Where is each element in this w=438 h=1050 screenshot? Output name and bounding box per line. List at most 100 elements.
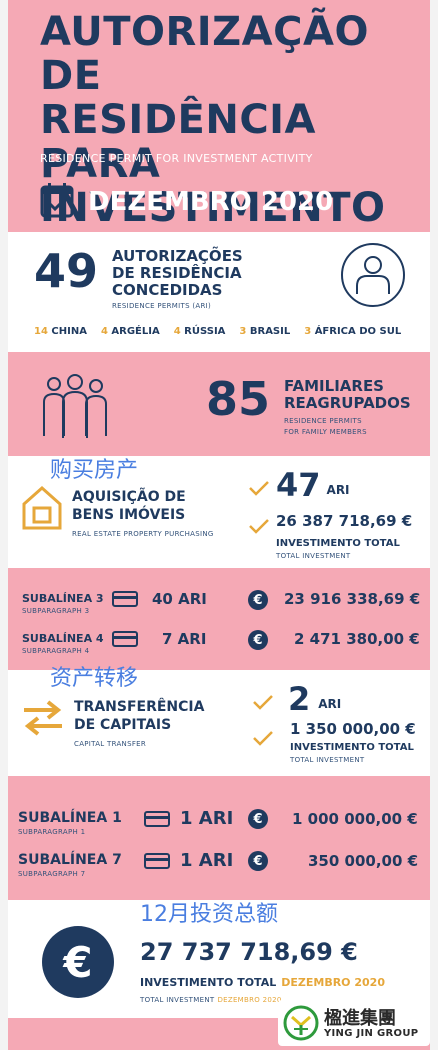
capital-amount: 1 350 000,00 € [290,720,416,738]
family-label-line-1: FAMILIARES [284,377,384,395]
family-icon [40,372,110,444]
total-label: INVESTIMENTO TOTAL [140,976,277,989]
real-estate-chinese-note: 购买房产 [50,458,139,483]
checkmark-icon [252,694,274,714]
page-title: AUTORIZAÇÃO DE RESIDÊNCIA PARA INVESTIME… [40,10,420,230]
real-estate-label: AQUISIÇÃO DE BENS IMÓVEIS [72,488,186,524]
subparagraph-sub: SUBPARAGRAPH 3 [22,607,90,615]
family-label-line-2: REAGRUPADOS [284,394,411,412]
yingjin-logo-icon [283,1005,319,1045]
total-amount: 27 737 718,69 € [140,938,358,966]
real-estate-ari: 47 ARI [276,466,350,504]
capital-amount-label: INVESTIMENTO TOTAL [290,742,414,753]
subparagraph-label: SUBALÍNEA 4 [22,632,104,645]
total-sub-date: DEZEMBRO 2020 [217,996,282,1004]
permits-count: 49 [34,244,99,298]
country-item: 14 CHINA [34,326,87,337]
subparagraph-ari: 7 ARI [162,630,207,648]
card-icon [112,591,138,607]
capital-sub: CAPITAL TRANSFER [74,740,147,748]
total-label-row: INVESTIMENTO TOTAL DEZEMBRO 2020 [140,976,385,989]
real-estate-ari-count: 47 [276,466,321,504]
capital-ari-unit: ARI [318,697,342,711]
total-sub: TOTAL INVESTMENT [140,996,215,1004]
capital-chinese-note: 资产转移 [50,666,139,691]
subparagraph-amount: 350 000,00 € [308,852,419,870]
calendar-icon [40,182,74,222]
title-line-2: RESIDÊNCIA PARA [40,97,317,187]
subparagraph-label: SUBALÍNEA 7 [18,852,122,868]
family-sub-line-2: FOR FAMILY MEMBERS [284,428,367,436]
real-estate-ari-unit: ARI [326,483,350,497]
permits-label-line-3: CONCEDIDAS [112,281,223,299]
house-icon [20,484,64,534]
subparagraph-ari: 40 ARI [152,590,207,608]
permits-label-line-1: AUTORIZAÇÕES [112,247,243,265]
subparagraph-label: SUBALÍNEA 1 [18,810,122,826]
transfer-arrows-icon [22,700,64,740]
subparagraph-amount: 2 471 380,00 € [294,630,420,648]
page-subtitle: RESIDENCE PERMIT FOR INVESTMENT ACTIVITY [40,152,313,165]
capital-label: TRANSFERÊNCIA DE CAPITAIS [74,698,204,734]
permits-label: AUTORIZAÇÕES DE RESIDÊNCIA CONCEDIDAS [112,248,243,299]
country-item: 4 ARGÉLIA [100,326,160,337]
subparagraph-ari: 1 ARI [180,808,234,829]
capital-label-line-1: TRANSFERÊNCIA [74,699,205,715]
card-icon [144,853,170,869]
real-estate-band [8,456,430,568]
total-sub-row: TOTAL INVESTMENT DEZEMBRO 2020 [140,996,282,1004]
subparagraphs-b-band [8,776,430,900]
total-label-date: DEZEMBRO 2020 [281,976,385,989]
person-icon [340,242,406,312]
checkmark-icon [248,480,270,500]
subparagraph-amount: 23 916 338,69 € [284,590,421,608]
capital-label-line-2: DE CAPITAIS [74,717,172,733]
family-band [8,352,430,456]
euro-large-icon: € [42,926,114,998]
title-line-3: INVESTIMENTO [40,185,386,231]
capital-ari-count: 2 [288,680,311,718]
subparagraph-amount: 1 000 000,00 € [292,810,418,828]
total-chinese-note: 12月投资总额 [140,902,278,927]
real-estate-label-line-2: BENS IMÓVEIS [72,507,186,523]
permits-band [8,232,430,352]
euro-icon: € [248,809,268,829]
subparagraphs-a-band [8,568,430,670]
capital-band [8,670,430,776]
logo-name-cn: 楹進集團 [324,1008,396,1029]
title-line-1: AUTORIZAÇÃO DE [40,9,369,99]
date-row: DEZEMBRO 2020 [40,182,333,222]
country-item: 4 RÚSSIA [173,326,226,337]
countries-row: 14 CHINA 4 ARGÉLIA 4 RÚSSIA 3 BRASIL 3 Á… [34,326,401,337]
header-band [8,0,430,232]
capital-ari: 2 ARI [288,680,341,718]
family-sub-line-1: RESIDENCE PERMITS [284,417,362,425]
subparagraph-ari: 1 ARI [180,850,234,871]
permits-sub: RESIDENCE PERMITS (ARI) [112,302,212,310]
real-estate-amount: 26 387 718,69 € [276,512,413,530]
capital-amount-sub: TOTAL INVESTMENT [290,756,365,764]
family-count: 85 [206,372,271,426]
family-sub: RESIDENCE PERMITS FOR FAMILY MEMBERS [284,416,367,438]
subparagraph-label: SUBALÍNEA 3 [22,592,104,605]
checkmark-icon [252,730,274,750]
euro-icon: € [248,630,268,650]
checkmark-icon [248,518,270,538]
real-estate-amount-sub: TOTAL INVESTMENT [276,552,351,560]
logo-name-en: YING JIN GROUP [324,1028,419,1039]
subparagraph-sub: SUBPARAGRAPH 7 [18,870,86,878]
euro-icon: € [248,590,268,610]
card-icon [144,811,170,827]
real-estate-amount-label: INVESTIMENTO TOTAL [276,538,400,549]
subparagraph-sub: SUBPARAGRAPH 4 [22,647,90,655]
real-estate-label-line-1: AQUISIÇÃO DE [72,489,186,505]
real-estate-sub: REAL ESTATE PROPERTY PURCHASING [72,530,214,538]
permits-label-line-2: DE RESIDÊNCIA [112,264,242,282]
family-label: FAMILIARES REAGRUPADOS [284,378,411,412]
card-icon [112,631,138,647]
subparagraph-sub: SUBPARAGRAPH 1 [18,828,86,836]
euro-icon: € [248,851,268,871]
country-item: 3 ÁFRICA DO SUL [304,326,402,337]
date-label: DEZEMBRO 2020 [88,187,334,217]
